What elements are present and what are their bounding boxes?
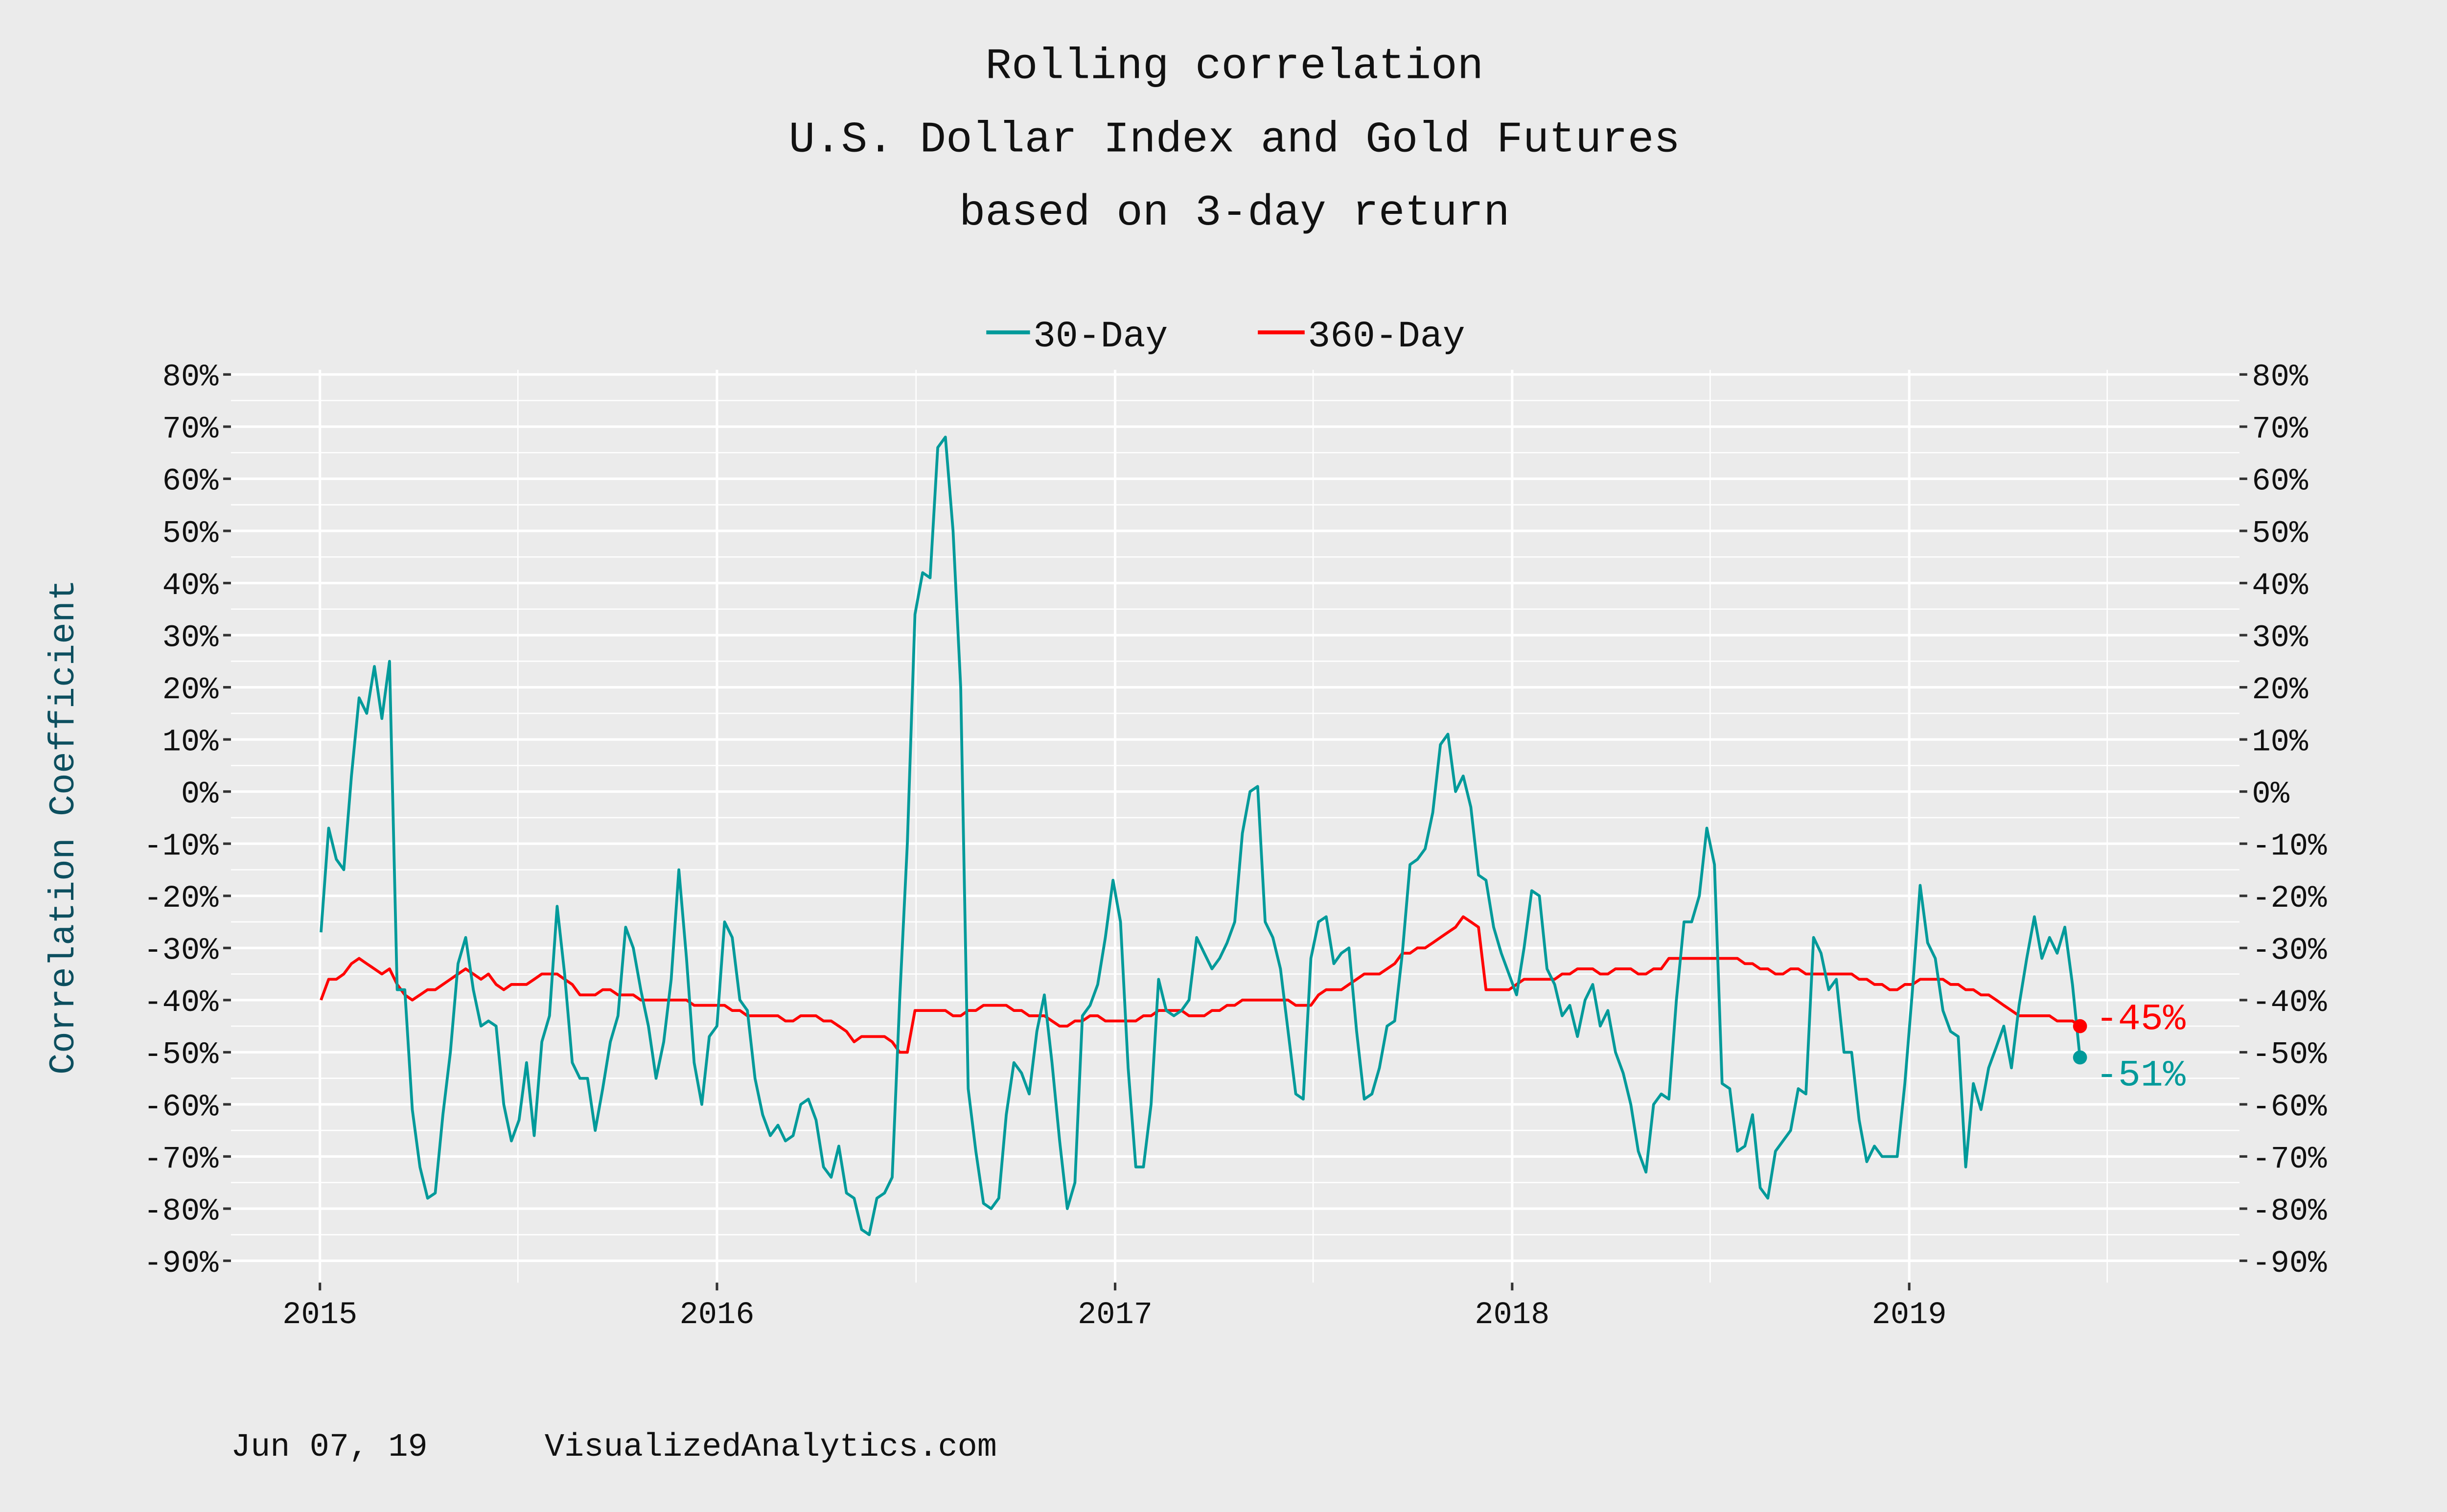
- y-tick-label-right: 80%: [2252, 360, 2308, 395]
- y-tick-label-right: 60%: [2252, 464, 2308, 500]
- footer-site: VisualizedAnalytics.com: [545, 1429, 997, 1466]
- chart-title-line-1: Rolling correlation: [985, 42, 1483, 91]
- y-tick-label-left: -10%: [143, 829, 219, 865]
- y-tick-label-left: 70%: [162, 412, 219, 447]
- series-line-30-day: [320, 435, 2081, 1237]
- chart-title-line-3: based on 3-day return: [959, 188, 1510, 238]
- y-tick-label-left: 80%: [162, 360, 219, 395]
- y-tick-label-right: -20%: [2252, 881, 2327, 916]
- y-tick-label-right: 30%: [2252, 620, 2308, 656]
- series-lines: -51% -45%: [320, 435, 2186, 1237]
- y-tick-label-right: -60%: [2252, 1090, 2327, 1125]
- x-tick-label: 2016: [679, 1298, 754, 1333]
- plot-panel: [231, 369, 2239, 1283]
- gridlines: [231, 369, 2239, 1283]
- x-tick-label: 2015: [282, 1298, 357, 1333]
- y-tick-label-right: 10%: [2252, 725, 2308, 760]
- y-tick-label-right: 40%: [2252, 569, 2308, 604]
- x-tick-label: 2018: [1475, 1298, 1549, 1333]
- y-tick-label-left: 10%: [162, 725, 219, 760]
- y-tick-label-left: 0%: [181, 777, 219, 812]
- y-tick-label-right: 20%: [2252, 673, 2308, 708]
- end-point-30-day: [2073, 1050, 2087, 1065]
- x-tick-label: 2017: [1078, 1298, 1153, 1333]
- legend: 30-Day 360-Day: [986, 315, 1465, 358]
- y-tick-label-right: -90%: [2252, 1246, 2327, 1282]
- y-tick-label-right: -50%: [2252, 1038, 2327, 1073]
- y-tick-label-left: -20%: [143, 881, 219, 916]
- axes: 80% 80% 70% 70% 60% 60% 50% 50% 40% 40% 30% 30% 20% 2…: [143, 360, 2327, 1333]
- y-tick-label-left: -50%: [143, 1038, 219, 1073]
- y-tick-label-right: -80%: [2252, 1194, 2327, 1229]
- y-tick-label-left: 30%: [162, 620, 219, 656]
- y-tick-label-left: 60%: [162, 464, 219, 500]
- y-tick-label-left: -40%: [143, 985, 219, 1021]
- y-tick-label-right: 0%: [2252, 777, 2289, 812]
- y-tick-label-left: -90%: [143, 1246, 219, 1282]
- y-tick-label-right: 70%: [2252, 412, 2308, 447]
- y-tick-label-right: -30%: [2252, 934, 2327, 969]
- y-tick-label-left: -80%: [143, 1194, 219, 1229]
- end-label-360-day: -45%: [2096, 998, 2186, 1041]
- y-tick-label-left: 50%: [162, 516, 219, 551]
- y-tick-label-right: -40%: [2252, 985, 2327, 1021]
- x-tick-label: 2019: [1872, 1298, 1947, 1333]
- y-tick-label-right: -10%: [2252, 829, 2327, 865]
- legend-label-360-day: 360-Day: [1308, 315, 1465, 358]
- y-tick-label-left: -70%: [143, 1142, 219, 1177]
- footer-date: Jun 07, 19: [231, 1429, 428, 1466]
- series-line-360-day: [320, 915, 2081, 1054]
- end-label-30-day: -51%: [2096, 1054, 2186, 1097]
- y-tick-label-right: 50%: [2252, 516, 2308, 551]
- chart-title-line-2: U.S. Dollar Index and Gold Futures: [789, 115, 1680, 164]
- legend-label-30-day: 30-Day: [1033, 315, 1168, 358]
- y-tick-label-left: 40%: [162, 569, 219, 604]
- y-tick-label-left: -60%: [143, 1090, 219, 1125]
- y-tick-label-right: -70%: [2252, 1142, 2327, 1177]
- y-tick-label-left: -30%: [143, 934, 219, 969]
- end-point-360-day: [2073, 1019, 2087, 1033]
- y-axis-title: Correlation Coefficient: [44, 579, 85, 1075]
- y-tick-label-left: 20%: [162, 673, 219, 708]
